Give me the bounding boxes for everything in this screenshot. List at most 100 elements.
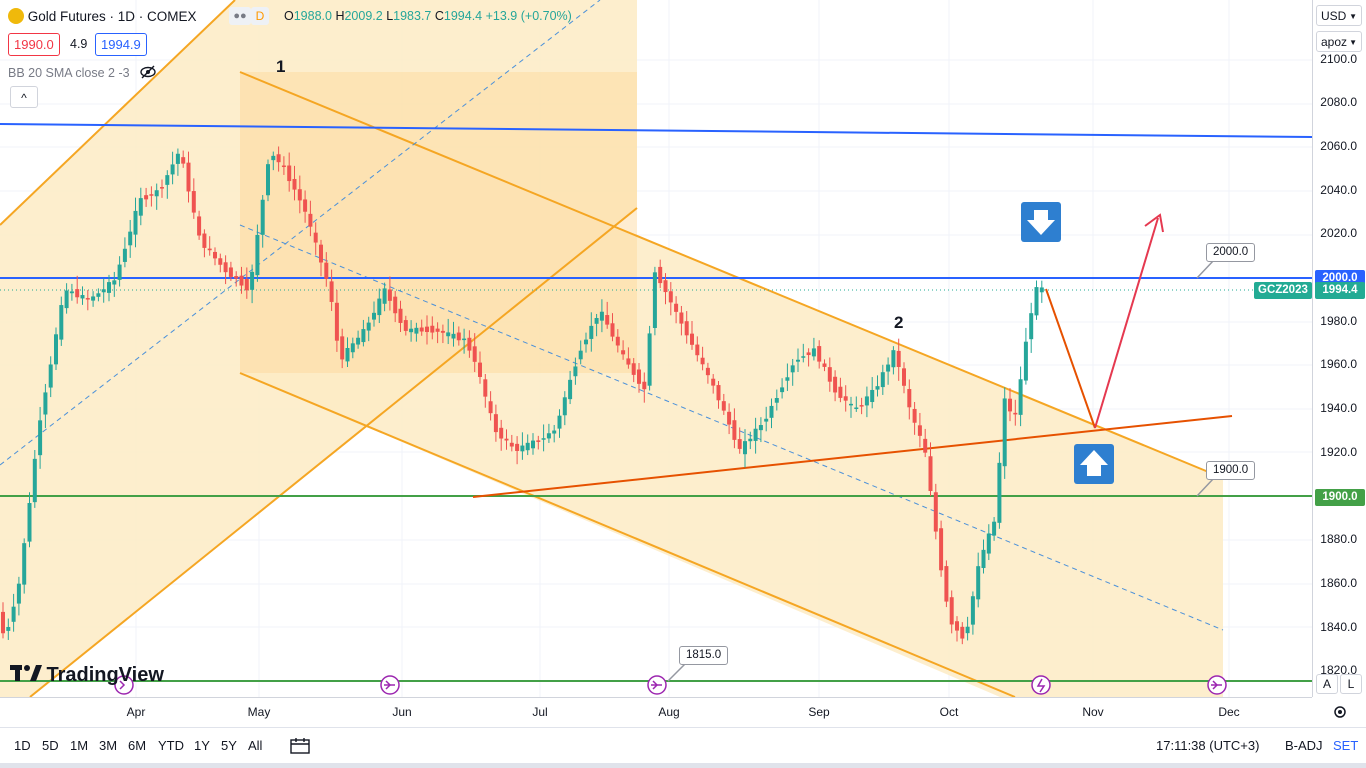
candle-body	[811, 348, 816, 357]
settlement-toggle[interactable]: SET	[1333, 738, 1359, 753]
time-axis[interactable]: Apr May Jun Jul Aug Sep Oct Nov Dec	[0, 697, 1346, 727]
range-button-5y[interactable]: 5Y	[221, 738, 237, 753]
rising-trendline[interactable]	[472, 415, 1233, 498]
calendar-range-icon[interactable]	[290, 737, 310, 755]
candle-body	[875, 386, 880, 390]
candle-body	[387, 289, 392, 301]
price-tick: 1880.0	[1320, 532, 1357, 547]
range-button-5d[interactable]: 5D	[42, 738, 59, 753]
sell-button[interactable]: 1990.0	[8, 33, 60, 56]
candle-body	[409, 328, 414, 333]
candle-body	[928, 456, 933, 491]
close-label: C	[434, 9, 444, 23]
candle-body	[430, 325, 435, 333]
candle-body	[509, 442, 514, 447]
candle-body	[817, 346, 822, 362]
channel-lines[interactable]	[0, 0, 1224, 697]
candle-body	[573, 366, 578, 377]
candle-body	[531, 440, 535, 449]
candle-body	[796, 359, 800, 362]
candle-body	[705, 367, 710, 376]
study-label: BB 20 SMA close 2 -3	[8, 66, 130, 80]
candle-body	[732, 420, 737, 440]
arrow-up-icon[interactable]	[1074, 444, 1114, 484]
tradingview-logo[interactable]: TradingView	[10, 664, 164, 688]
candle-body	[1008, 398, 1012, 412]
candle-body	[271, 155, 276, 161]
badj-toggle[interactable]: B-ADJ	[1285, 738, 1323, 753]
unit-select[interactable]: apoz ▼	[1316, 31, 1362, 52]
buy-button[interactable]: 1994.9	[95, 33, 147, 56]
candle-body	[467, 337, 472, 351]
candle-body	[38, 420, 43, 456]
wave-label-2[interactable]: 2	[894, 313, 904, 332]
candle-body	[255, 234, 260, 276]
forecast-path-down[interactable]	[1045, 288, 1096, 429]
symbol-tag: GCZ2023	[1254, 282, 1312, 299]
study-legend[interactable]: BB 20 SMA close 2 -3	[8, 65, 157, 80]
callout-1900[interactable]: 1900.0	[1206, 461, 1256, 480]
change-value: +13.9 (+0.70%)	[485, 9, 572, 23]
price-label: 1900.0	[1315, 488, 1365, 506]
price-tick: 1840.0	[1320, 619, 1357, 634]
interval-badge[interactable]: D	[251, 7, 269, 25]
symbol-legend[interactable]: Gold Futures · 1D · COMEX	[8, 8, 197, 24]
collapse-legend-button[interactable]: ^	[10, 86, 38, 108]
candle-body	[605, 315, 610, 325]
candle-body	[774, 398, 779, 403]
chart-canvas[interactable]	[0, 0, 1312, 697]
wave-label-1[interactable]: 1	[276, 57, 286, 76]
candle-body	[806, 352, 811, 356]
candle-body	[313, 232, 318, 243]
symbol-title[interactable]: Gold Futures · 1D · COMEX	[27, 9, 197, 24]
candlestick-series[interactable]	[1, 146, 1044, 645]
arrow-down-icon[interactable]	[1021, 202, 1061, 242]
visibility-toggle[interactable]: ●●	[229, 7, 251, 25]
descending-channel-fill	[240, 72, 1223, 697]
price-label: 1994.4	[1315, 282, 1365, 300]
callout-1815[interactable]: 1815.0	[679, 646, 729, 665]
log-scale-button[interactable]: L	[1340, 674, 1362, 694]
callout-2000[interactable]: 2000.0	[1206, 243, 1256, 262]
candle-body	[128, 231, 133, 246]
candle-body	[107, 282, 111, 293]
forecast-path-up[interactable]	[1094, 217, 1159, 429]
candle-body	[955, 621, 959, 631]
candle-body	[716, 385, 721, 401]
candle-body	[1018, 379, 1023, 415]
range-button-ytd[interactable]: YTD	[158, 738, 184, 753]
candle-body	[165, 175, 170, 185]
candle-body	[674, 303, 679, 312]
range-button-1m[interactable]: 1M	[70, 738, 89, 753]
currency-select[interactable]: USD ▼	[1316, 5, 1362, 26]
range-button-6m[interactable]: 6M	[128, 738, 147, 753]
eye-off-icon[interactable]	[139, 65, 157, 79]
range-button-3m[interactable]: 3M	[99, 738, 118, 753]
candle-body	[472, 346, 477, 362]
chevron-down-icon: ▼	[1349, 12, 1357, 21]
range-button-1d[interactable]: 1D	[14, 738, 31, 753]
clock[interactable]: 17:11:38 (UTC+3)	[1156, 738, 1260, 753]
candle-body	[1023, 341, 1028, 381]
candle-body	[117, 264, 122, 280]
candle-body	[679, 312, 684, 324]
time-label: Aug	[658, 705, 680, 719]
candle-body	[48, 364, 53, 388]
candle-body	[647, 333, 652, 386]
auto-scale-button[interactable]: A	[1316, 674, 1338, 694]
resistance-line-long[interactable]	[0, 123, 1312, 138]
gear-icon[interactable]	[1332, 704, 1348, 720]
range-button-all[interactable]: All	[248, 738, 263, 753]
candle-body	[631, 363, 636, 375]
candle-body	[801, 356, 806, 358]
candle-body	[599, 311, 604, 321]
candle-body	[483, 379, 488, 397]
candle-body	[758, 425, 763, 431]
candle-body	[425, 326, 429, 333]
candle-body	[912, 408, 917, 423]
range-button-1y[interactable]: 1Y	[194, 738, 210, 753]
chart-area[interactable]: Gold Futures · 1D · COMEX ●● D O1988.0 H…	[0, 0, 1312, 697]
candle-body	[398, 308, 403, 323]
price-scale[interactable]: USD ▼ apoz ▼ 2100.0 2080.0 2060.0 2040.0 202…	[1312, 0, 1366, 697]
candle-body	[207, 248, 212, 251]
